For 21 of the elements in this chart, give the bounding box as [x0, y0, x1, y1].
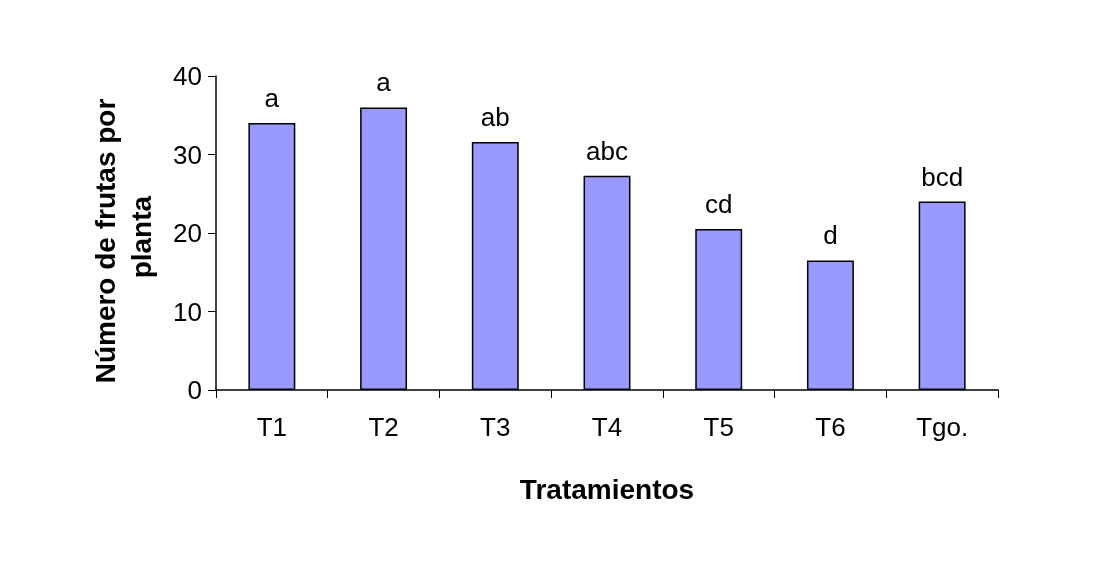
x-tick-label: T3	[480, 412, 511, 442]
y-tick-label: 10	[173, 296, 202, 327]
annotation: abc	[586, 135, 628, 166]
x-tick-label: Tgo.	[916, 412, 969, 442]
y-tick-label: 40	[173, 61, 202, 91]
annotation: bcd	[921, 161, 964, 192]
annotation: a	[264, 83, 280, 114]
y-tick-label: 30	[173, 139, 202, 170]
y-tick-label: 0	[187, 375, 202, 405]
x-tick-label: T5	[703, 412, 734, 442]
annotation: d	[823, 220, 838, 251]
annotation: a	[376, 67, 392, 98]
y-axis-title: Número de frutas por planta	[89, 98, 157, 384]
x-axis-title: Tratamientos	[519, 473, 695, 505]
x-tick-label: T1	[256, 412, 288, 442]
x-tick-label: T6	[815, 412, 846, 442]
y-tick-label: 20	[173, 218, 202, 248]
annotation: ab	[480, 101, 510, 132]
x-tick-label: T4	[591, 412, 623, 442]
annotation: cd	[704, 189, 733, 220]
x-tick-label: T2	[368, 412, 399, 442]
